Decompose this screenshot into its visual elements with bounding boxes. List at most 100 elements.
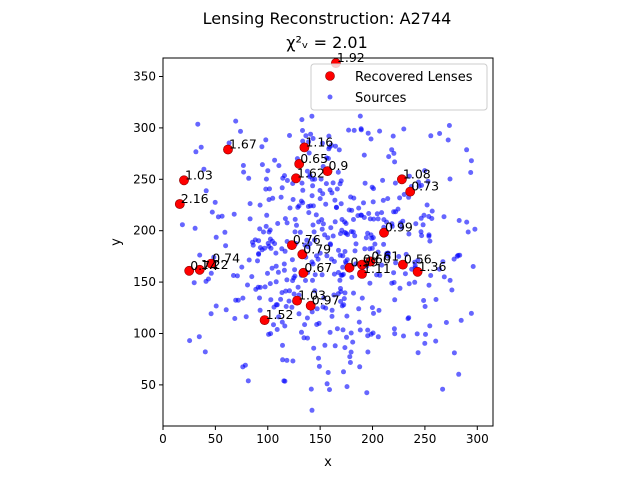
source-point — [351, 290, 356, 296]
source-point — [329, 256, 334, 262]
source-point — [267, 227, 273, 233]
source-point — [363, 235, 369, 241]
source-point — [308, 386, 314, 392]
source-point — [323, 201, 329, 207]
lens-mass-label: 1.08 — [403, 166, 431, 181]
lens-mass-label: 0.97 — [312, 293, 340, 308]
source-point — [275, 221, 281, 226]
source-point — [304, 168, 310, 174]
source-point — [280, 175, 286, 181]
x-tick-label: 0 — [159, 432, 167, 446]
source-point — [253, 286, 259, 292]
source-point — [259, 144, 265, 150]
source-point — [371, 310, 376, 316]
x-tick-label: 150 — [309, 432, 332, 446]
source-point — [468, 158, 474, 164]
source-point — [441, 274, 447, 280]
source-point — [256, 238, 262, 244]
source-point — [303, 133, 309, 139]
source-point — [384, 219, 390, 225]
source-point — [464, 219, 470, 225]
source-point — [233, 118, 239, 124]
source-point — [317, 196, 323, 202]
source-point — [297, 229, 303, 235]
source-point — [292, 229, 298, 235]
x-tick-label: 300 — [466, 432, 489, 446]
lens-point — [357, 268, 367, 279]
source-point — [406, 231, 412, 237]
source-point — [215, 214, 221, 220]
source-point — [273, 263, 279, 269]
source-point — [333, 204, 339, 210]
source-point — [330, 180, 336, 186]
source-point — [256, 251, 262, 257]
lens-point — [322, 166, 333, 176]
source-point — [332, 343, 338, 349]
source-point — [313, 212, 319, 218]
source-point — [339, 217, 345, 222]
source-point — [391, 209, 397, 215]
source-point — [309, 259, 315, 265]
source-point — [245, 378, 251, 384]
source-point — [440, 259, 446, 265]
y-tick-label: 250 — [133, 172, 156, 186]
source-point — [465, 229, 471, 235]
source-point — [198, 144, 204, 150]
source-point — [312, 272, 318, 278]
source-point — [269, 265, 275, 271]
source-point — [303, 278, 308, 283]
source-point — [337, 252, 343, 258]
source-point — [310, 136, 316, 141]
source-point — [353, 241, 359, 247]
source-point — [191, 280, 197, 286]
x-tick-label: 100 — [256, 432, 279, 446]
source-point — [355, 213, 361, 219]
source-point — [361, 200, 366, 206]
source-point — [424, 202, 430, 208]
source-point — [350, 339, 356, 345]
source-point — [402, 271, 408, 277]
source-point — [304, 237, 310, 243]
source-point — [416, 179, 421, 185]
lens-mass-label: 1.52 — [266, 307, 294, 322]
source-point — [316, 320, 322, 326]
source-point — [403, 251, 409, 257]
source-point — [441, 214, 447, 220]
source-point — [284, 220, 290, 226]
source-point — [264, 212, 270, 218]
source-point — [391, 326, 397, 332]
source-point — [367, 216, 373, 222]
source-point — [356, 205, 362, 211]
source-point — [247, 216, 253, 222]
source-point — [347, 360, 353, 365]
legend-label-sources: Sources — [355, 91, 407, 106]
source-point — [271, 304, 277, 310]
y-tick-label: 300 — [133, 121, 156, 135]
source-point — [327, 387, 332, 393]
source-point — [250, 239, 255, 245]
source-point — [294, 222, 299, 228]
source-point — [276, 163, 282, 169]
source-point — [308, 203, 314, 209]
source-point — [291, 291, 297, 297]
source-point — [433, 338, 439, 344]
source-point — [286, 298, 292, 304]
source-point — [338, 299, 344, 304]
source-point — [423, 331, 428, 337]
source-point — [369, 235, 375, 241]
lens-mass-label: 0.60 — [363, 252, 391, 267]
source-point — [443, 320, 449, 325]
source-point — [445, 137, 451, 143]
source-point — [456, 371, 462, 377]
lens-point — [397, 259, 408, 270]
source-point — [339, 227, 345, 233]
source-point — [336, 147, 342, 153]
source-point — [302, 322, 308, 328]
source-point — [353, 261, 359, 267]
source-point — [365, 327, 371, 333]
source-point — [367, 246, 373, 252]
source-point — [392, 159, 398, 165]
source-point — [349, 274, 355, 280]
source-point — [392, 331, 398, 337]
